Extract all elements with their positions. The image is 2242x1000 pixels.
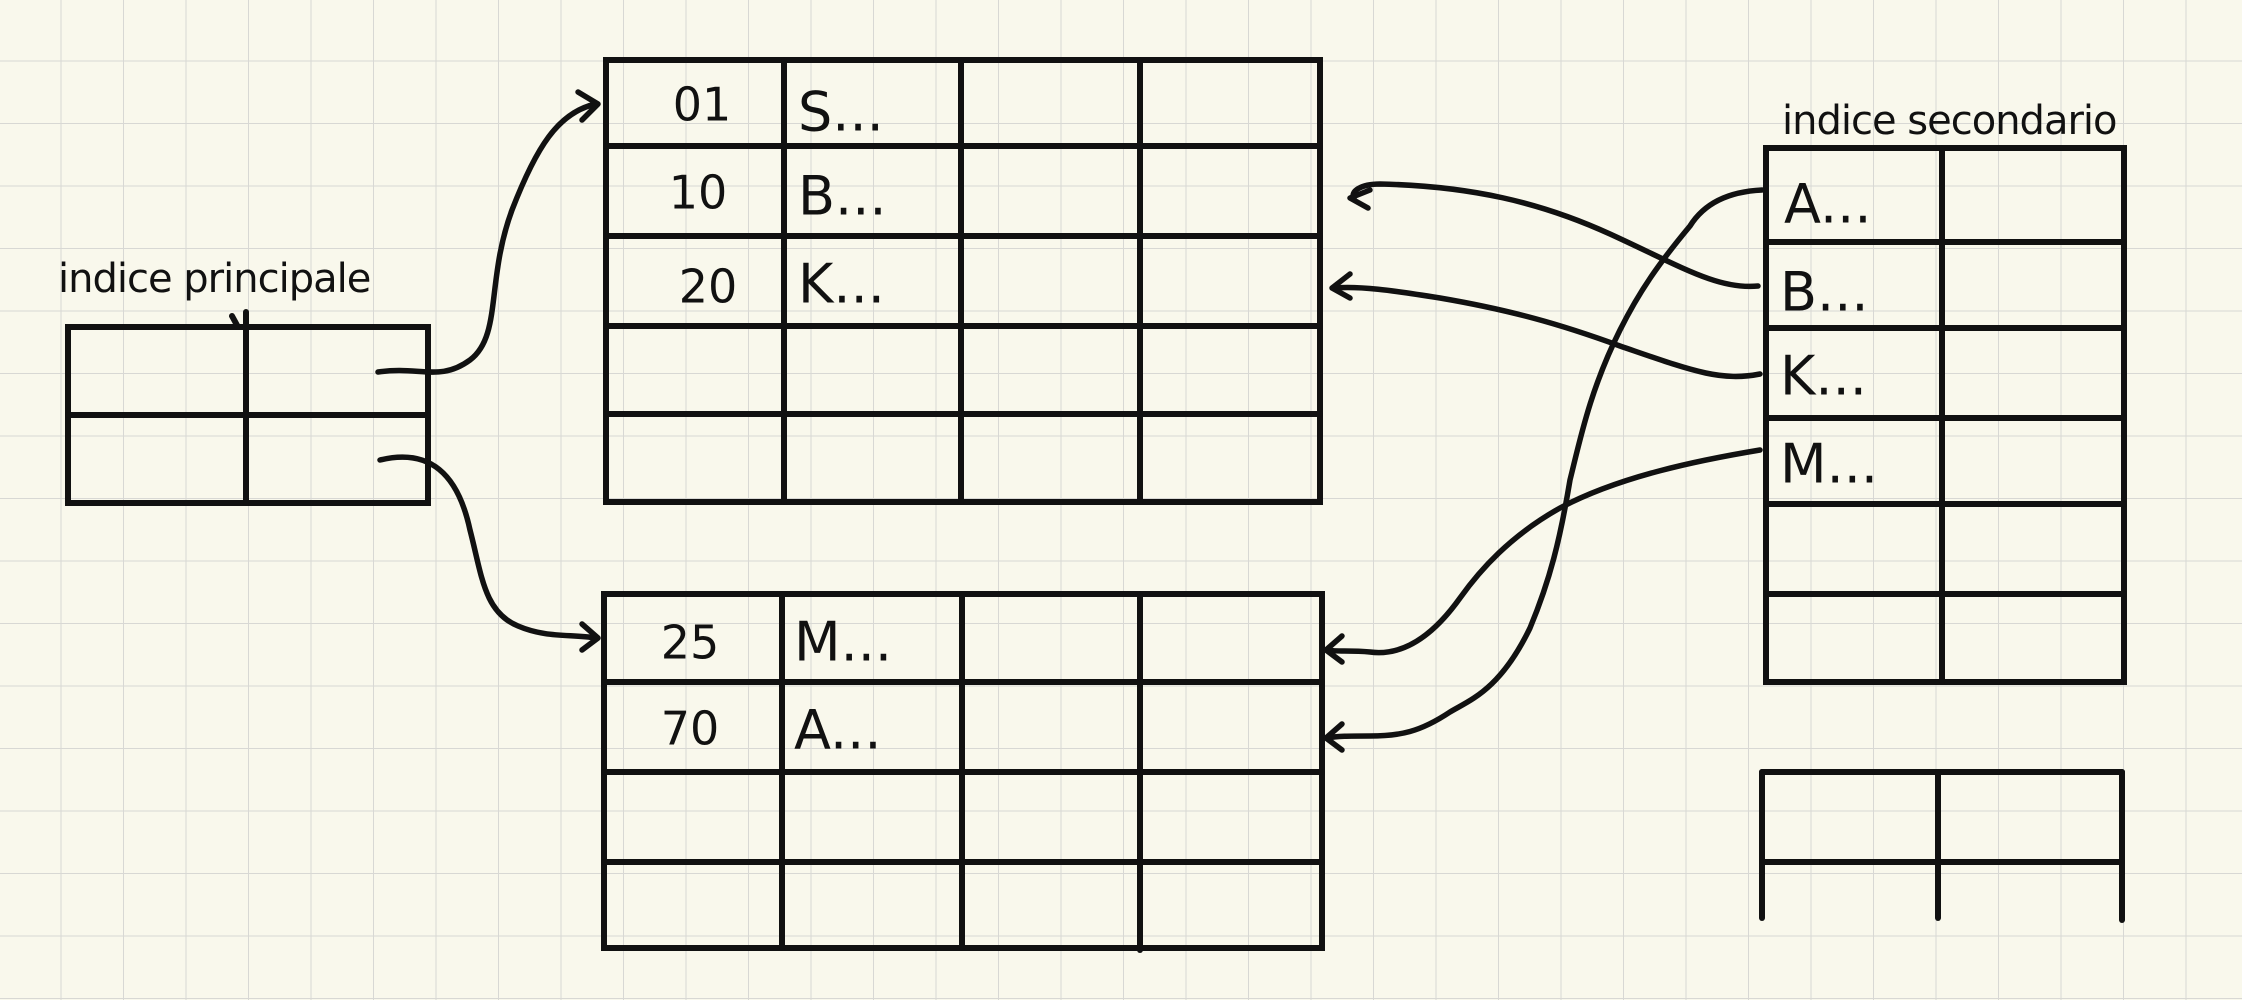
data-block-1-rows: 01 S... 10 B... 20 K... (669, 78, 887, 316)
arrow-secondary-K-to-block-1 (1329, 271, 1763, 380)
table-cell-key: A... (794, 699, 882, 762)
table-cell-key: K... (1780, 345, 1867, 408)
table-cell-key: K... (798, 253, 885, 316)
data-block-1 (603, 57, 1323, 505)
arrow-primary-to-block-1 (375, 89, 601, 375)
secondary-index-label: indice secondario (1782, 98, 2116, 144)
table-cell-key: B... (1780, 261, 1869, 324)
table-cell-key: A... (1784, 173, 1872, 236)
small-open-table (1759, 769, 2125, 923)
data-block-2-rows: 25 M... 70 A... (661, 611, 892, 762)
data-block-2 (601, 591, 1325, 953)
arrow-secondary-B-to-block-1 (1347, 181, 1761, 290)
arrow-primary-to-block-2 (377, 454, 601, 653)
table-cell-key: M... (794, 611, 892, 674)
table-cell-key: S... (798, 81, 884, 144)
arrow-secondary-A-to-block-2 (1323, 187, 1765, 753)
table-cell-number: 25 (661, 616, 720, 670)
secondary-index-rows: A... B... K... M... (1780, 173, 1878, 496)
primary-index-table (65, 309, 431, 506)
primary-index-label: indice principale (58, 256, 370, 302)
secondary-index-table (1763, 145, 2127, 685)
table-cell-number: 70 (661, 702, 720, 756)
arrow-secondary-M-to-block-2 (1323, 447, 1763, 665)
table-cell-number: 10 (669, 166, 728, 220)
table-cell-number: 01 (673, 78, 732, 132)
table-cell-key: M... (1780, 433, 1878, 496)
table-cell-number: 20 (679, 260, 738, 314)
table-cell-key: B... (798, 165, 887, 228)
